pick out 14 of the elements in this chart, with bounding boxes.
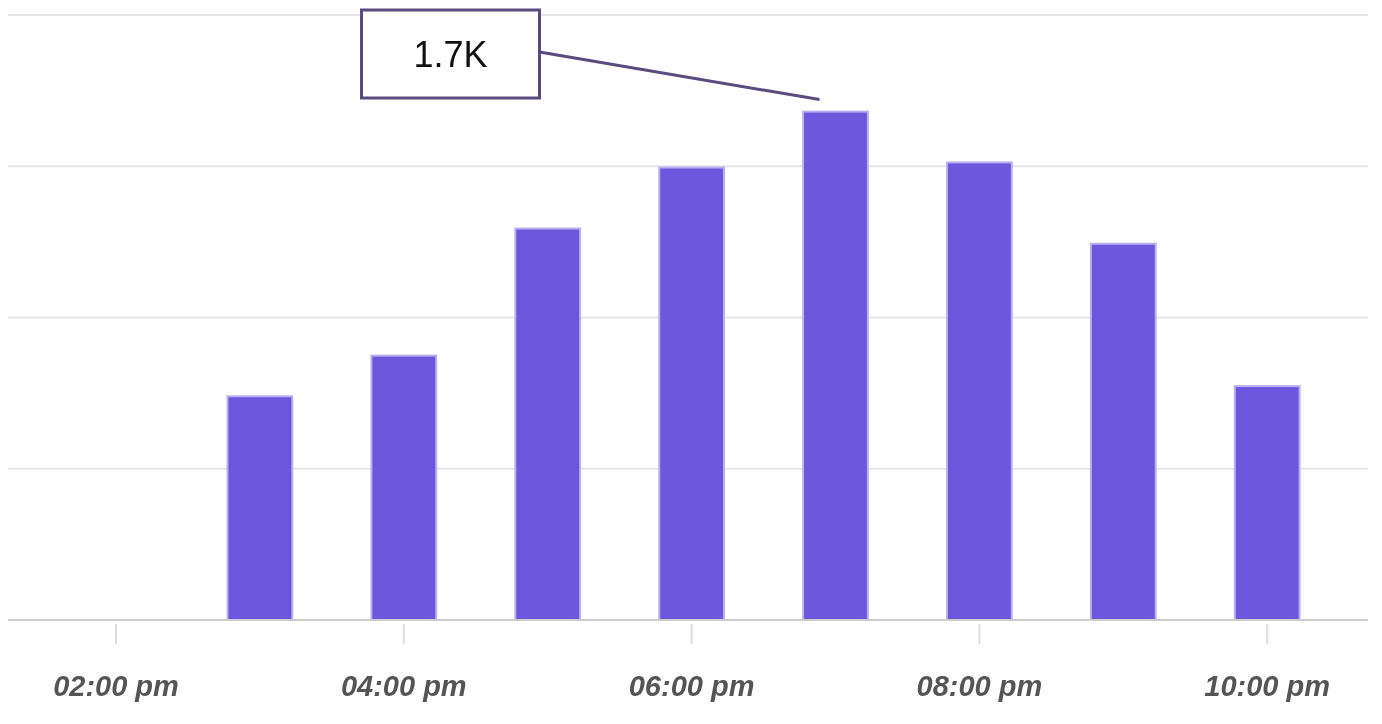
bar <box>226 395 294 621</box>
bar <box>802 110 869 621</box>
bar <box>946 161 1013 621</box>
x-tick-label: 04:00 pm <box>340 670 467 702</box>
bar <box>1233 385 1301 621</box>
bar <box>370 354 438 621</box>
x-tick-label: 02:00 pm <box>53 670 179 702</box>
x-tick-label: 10:00 pm <box>1204 670 1331 702</box>
bar <box>658 166 725 621</box>
text: 1.7K <box>413 34 488 75</box>
bar <box>1089 242 1157 621</box>
x-tick-label: 06:00 pm <box>628 670 755 702</box>
bar <box>514 227 582 621</box>
x-tick-label: 08:00 pm <box>916 670 1043 702</box>
